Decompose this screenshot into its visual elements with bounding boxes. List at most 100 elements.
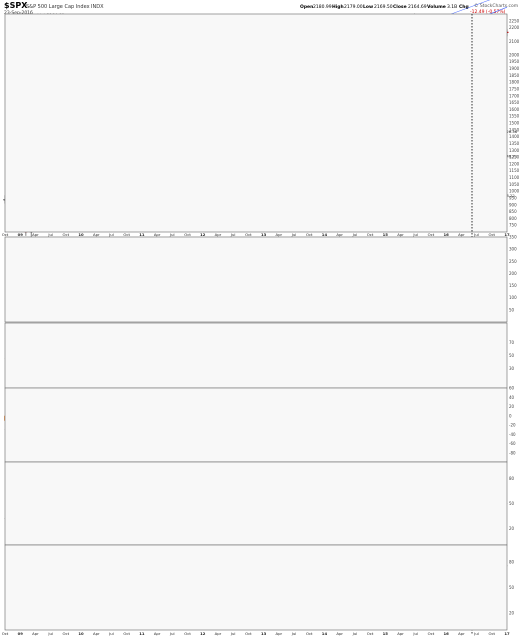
rsi-panel-frame <box>4 322 508 389</box>
y-tick-label: 350 <box>509 235 517 240</box>
x-tick-label: 10 <box>78 631 84 636</box>
y-tick-label: 300 <box>509 247 517 252</box>
y-tick-label: 1800 <box>509 80 520 85</box>
macd-panel-frame <box>4 387 508 463</box>
x-tick-label: Jul <box>47 631 53 636</box>
x-tick-label: 11 <box>139 631 145 636</box>
volume-value: 3.1B <box>447 4 457 10</box>
x-tick-label: Apr <box>154 232 161 237</box>
index-name: S&P 500 Large Cap Index <box>26 4 90 10</box>
x-tick-label: Oct <box>63 631 70 636</box>
x-tick-label: Jul <box>230 232 236 237</box>
x-tick-label: Apr <box>215 232 222 237</box>
y-tick-label: 30 <box>509 366 515 371</box>
y-tick-label: 100 <box>509 295 517 300</box>
x-tick-label: Oct <box>2 631 9 636</box>
x-tick-label: Oct <box>2 232 9 237</box>
y-tick-label: 1150 <box>509 168 520 173</box>
y-tick-label: 0 <box>509 413 512 418</box>
y-tick-label: 2200 <box>509 25 520 30</box>
x-tick-label: 13 <box>261 232 267 237</box>
y-tick-label: 750 <box>509 223 517 228</box>
y-tick-label: 1750 <box>509 86 520 91</box>
y-tick-label: 1900 <box>509 66 520 71</box>
y-tick-label: 2100 <box>509 39 520 44</box>
x-tick-label: Jul <box>352 631 358 636</box>
y-tick-label: -20 <box>509 423 516 428</box>
y-tick-label: 80 <box>509 476 515 481</box>
x-tick-label: Oct <box>184 631 191 636</box>
price-panel-frame <box>4 13 508 233</box>
y-tick-label: 200 <box>509 271 517 276</box>
x-tick-label: 17 <box>504 232 510 237</box>
y-tick-label: 1250 <box>509 155 520 160</box>
x-tick-label: Jul <box>108 232 114 237</box>
y-tick-label: 50 <box>509 585 515 590</box>
low-value: 2169.50 <box>374 4 393 10</box>
x-tick-label: 14 <box>322 631 328 636</box>
x-tick-label: 12 <box>200 232 206 237</box>
x-tick-label: Oct <box>488 232 495 237</box>
y-tick-label: 60 <box>509 386 515 391</box>
x-tick-label: 17 <box>504 631 510 636</box>
exchange: INDX <box>91 4 104 10</box>
y-tick-label: 800 <box>509 216 517 221</box>
y-tick-label: 1450 <box>509 127 520 132</box>
x-tick-label: 14 <box>322 232 328 237</box>
y-tick-label: 20 <box>509 404 515 409</box>
y-tick-label: 40 <box>509 395 515 400</box>
x-tick-label: Oct <box>123 232 130 237</box>
x-tick-label: Jul <box>291 631 297 636</box>
y-tick-label: 150 <box>509 283 517 288</box>
x-tick-label: Jul <box>169 232 175 237</box>
y-tick-label: 1950 <box>509 59 520 64</box>
y-tick-label: -40 <box>509 432 516 437</box>
x-tick-label: Jul <box>108 631 114 636</box>
y-tick-label: 1350 <box>509 141 520 146</box>
x-tick-label: Oct <box>123 631 130 636</box>
low-label: Low <box>363 4 373 10</box>
x-tick-label: Apr <box>458 631 465 636</box>
brand: © StockCharts.com <box>474 2 518 9</box>
x-tick-label: Oct <box>245 232 252 237</box>
x-tick-label: 10 <box>78 232 84 237</box>
y-tick-label: 1650 <box>509 100 520 105</box>
y-tick-label: 20 <box>509 611 515 616</box>
x-tick-label: Apr <box>93 232 100 237</box>
y-tick-label: 70 <box>509 340 515 345</box>
ppo-panel-frame <box>4 461 508 546</box>
y-tick-label: 950 <box>509 195 517 200</box>
x-tick-label: Jul <box>169 631 175 636</box>
x-tick-label: 13 <box>261 631 267 636</box>
x-tick-label: Apr <box>397 631 404 636</box>
y-tick-label: 1300 <box>509 148 520 153</box>
x-tick-label: 15 <box>383 232 389 237</box>
x-tick-label: Jul <box>412 631 418 636</box>
open-label: Open <box>300 4 313 10</box>
x-tick-label: Apr <box>397 232 404 237</box>
y-tick-label: 2250 <box>509 18 520 23</box>
high-value: 2179.00 <box>344 4 363 10</box>
close-label: Close <box>393 4 407 10</box>
x-tick-label: Oct <box>367 232 374 237</box>
x-tick-label: Jul <box>230 631 236 636</box>
x-tick-label: Jul <box>352 232 358 237</box>
panels: 2250220021002000195019001850180017501700… <box>2 0 520 636</box>
x-tick-label: Apr <box>154 631 161 636</box>
x-tick-label: Oct <box>428 232 435 237</box>
y-tick-label: 1700 <box>509 93 520 98</box>
chart-date: 23-Sep-2016 <box>4 10 33 16</box>
x-tick-label: 16 <box>444 232 450 237</box>
y-tick-label: 250 <box>509 259 517 264</box>
x-tick-label: 11 <box>139 232 145 237</box>
y-tick-label: 20 <box>509 526 515 531</box>
high-label: High <box>332 4 344 10</box>
x-tick-label: Oct <box>245 631 252 636</box>
volume-panel-frame <box>4 236 508 323</box>
x-tick-label: Oct <box>306 232 313 237</box>
x-axis: Oct Oct 09 09 Apr Apr Jul Jul Oct Oct 10 10 Apr Apr Ju… <box>2 232 510 636</box>
y-tick-label: -80 <box>509 450 516 455</box>
x-tick-label: Jul <box>473 631 479 636</box>
y-tick-label: 1200 <box>509 161 520 166</box>
